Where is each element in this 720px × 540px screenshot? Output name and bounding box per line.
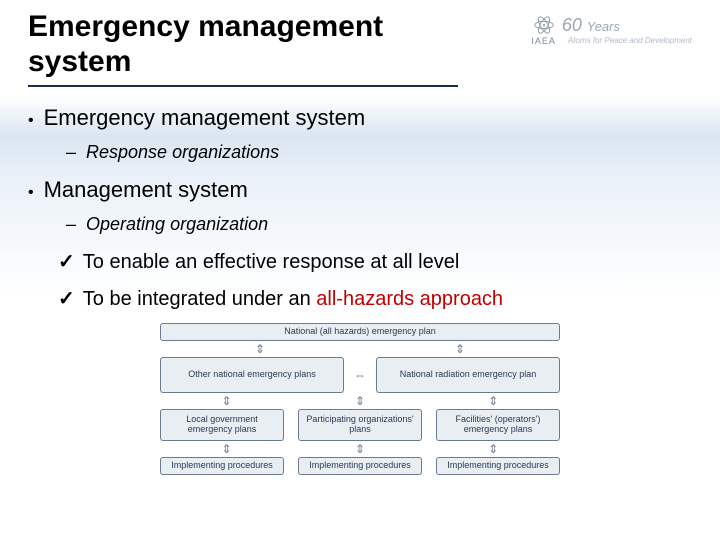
bullet-dot-icon: •: [28, 110, 34, 132]
check-1-text: To enable an effective response at all l…: [83, 251, 460, 274]
bullet-item-2: • Management system – Operating organiza…: [28, 177, 692, 311]
brand-block: IAEA 60 Years Atoms for Peace and Develo…: [531, 10, 692, 46]
bullet-item-1: • Emergency management system – Response…: [28, 105, 692, 163]
node-r4c: Implementing procedures: [436, 457, 560, 475]
sublist-2: – Operating organization: [66, 214, 692, 235]
arrow-icon: ⇕: [222, 443, 232, 455]
arrow-icon: ⇕: [455, 343, 465, 355]
connector-row-3: ⇕ ⇕ ⇕: [160, 441, 560, 457]
flowchart: National (all hazards) emergency plan ⇕ …: [160, 323, 560, 475]
arrow-icon: ⇕: [488, 443, 498, 455]
arrow-icon: ⇕: [222, 395, 232, 407]
row-4: Implementing procedures Implementing pro…: [160, 457, 560, 475]
slide: Emergency management system IAEA 60 Year…: [0, 0, 720, 475]
arrow-icon: ⇕: [355, 443, 365, 455]
check-item-2: ✓ To be integrated under an all-hazards …: [58, 286, 692, 311]
brand-text: 60 Years Atoms for Peace and Development: [562, 15, 692, 45]
brand-org: IAEA: [531, 37, 556, 46]
node-r4b: Implementing procedures: [298, 457, 422, 475]
node-top: National (all hazards) emergency plan: [160, 323, 560, 341]
check-item-1: ✓ To enable an effective response at all…: [58, 249, 692, 274]
sublist-1: – Response organizations: [66, 142, 692, 163]
check-2-text: To be integrated under an all-hazards ap…: [83, 288, 503, 311]
dash-icon: –: [66, 214, 76, 235]
node-r4a: Implementing procedures: [160, 457, 284, 475]
arrow-icon: ⇕: [355, 395, 365, 407]
arrow-icon: ⇕: [488, 395, 498, 407]
bullet-dot-icon: •: [28, 182, 34, 204]
sub-2-1-label: Operating organization: [86, 214, 268, 235]
node-r3b: Participating organizations' plans: [298, 409, 422, 441]
sub-item-1-1: – Response organizations: [66, 142, 692, 163]
node-r3a: Local government emergency plans: [160, 409, 284, 441]
bullet-2-label: Management system: [44, 177, 248, 203]
node-r3c: Facilities' (operators') emergency plans: [436, 409, 560, 441]
bullet-1-label: Emergency management system: [44, 105, 366, 131]
check-icon: ✓: [58, 249, 75, 274]
check-icon: ✓: [58, 286, 75, 311]
connector-row-1: ⇕ ⇕: [160, 341, 560, 357]
title-row: Emergency management system IAEA 60 Year…: [28, 10, 692, 87]
row-2: Other national emergency plans ⇔ Nationa…: [160, 357, 560, 393]
dash-icon: –: [66, 142, 76, 163]
row-3: Local government emergency plans Partici…: [160, 409, 560, 441]
check-2-a: To be integrated under an: [83, 288, 317, 310]
node-r2b: National radiation emergency plan: [376, 357, 560, 393]
brand-tagline: Atoms for Peace and Development: [568, 36, 692, 45]
arrow-icon: ⇔: [354, 369, 366, 381]
bullet-list: • Emergency management system – Response…: [28, 105, 692, 311]
node-r2a: Other national emergency plans: [160, 357, 344, 393]
brand-years: Years: [587, 19, 620, 34]
sub-item-2-1: – Operating organization: [66, 214, 692, 235]
check-list: ✓ To enable an effective response at all…: [58, 249, 692, 311]
arrow-icon: ⇕: [255, 343, 265, 355]
atom-icon: [533, 14, 555, 36]
check-2-accent: all-hazards approach: [316, 288, 503, 310]
brand-sixty: 60: [562, 15, 582, 35]
iaea-logo: IAEA: [531, 14, 556, 46]
sub-1-1-label: Response organizations: [86, 142, 279, 163]
page-title: Emergency management system: [28, 10, 458, 87]
connector-row-2: ⇕ ⇕ ⇕: [160, 393, 560, 409]
